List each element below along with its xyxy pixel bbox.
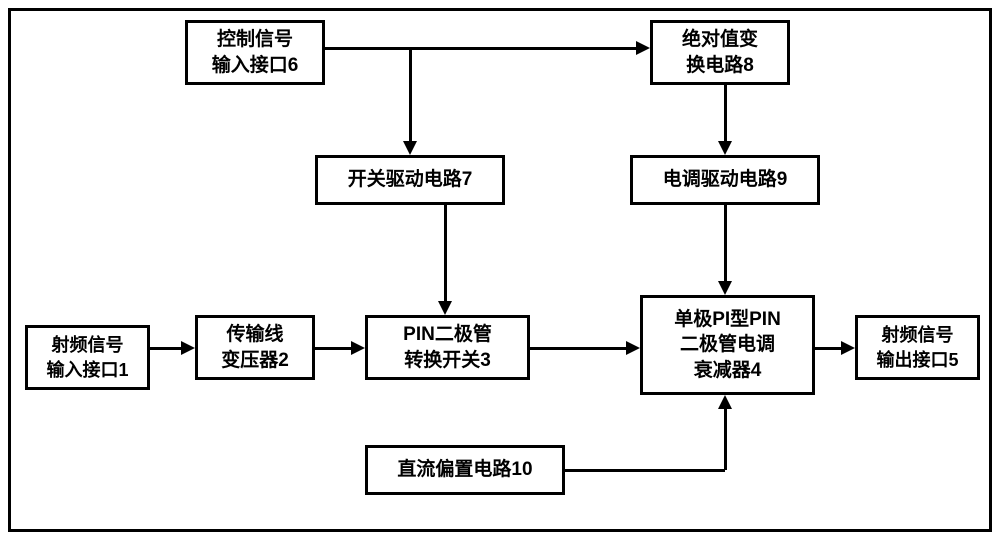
node-dc-bias-10: 直流偏置电路10 bbox=[365, 445, 565, 495]
node-control-input-6: 控制信号输入接口6 bbox=[185, 20, 325, 85]
node-switch-driver-7: 开关驱动电路7 bbox=[315, 155, 505, 205]
node-abs-converter-8: 绝对值变换电路8 bbox=[650, 20, 790, 85]
node-pin-switch-3: PIN二极管转换开关3 bbox=[365, 315, 530, 380]
node-pi-attenuator-4: 单极PI型PIN二极管电调衰减器4 bbox=[640, 295, 815, 395]
node-rf-output-5: 射频信号输出接口5 bbox=[855, 315, 980, 380]
node-tune-driver-9: 电调驱动电路9 bbox=[630, 155, 820, 205]
node-rf-input-1: 射频信号输入接口1 bbox=[25, 325, 150, 390]
node-transformer-2: 传输线变压器2 bbox=[195, 315, 315, 380]
